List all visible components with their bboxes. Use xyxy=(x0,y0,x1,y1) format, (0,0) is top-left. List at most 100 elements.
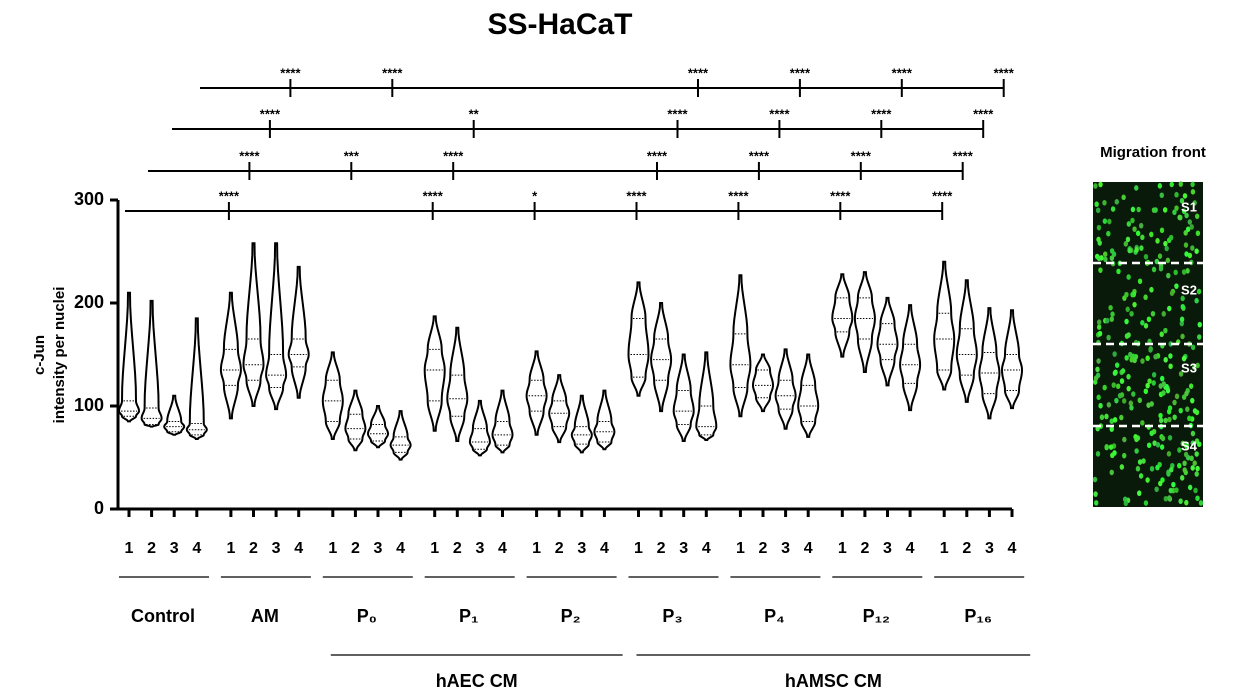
significance-label: **** xyxy=(688,65,709,80)
nucleus xyxy=(1163,357,1168,363)
sub-label: 1 xyxy=(328,540,337,557)
nucleus xyxy=(1166,451,1172,457)
nucleus xyxy=(1161,390,1166,396)
nucleus xyxy=(1160,435,1166,442)
nucleus xyxy=(1180,303,1185,310)
nucleus xyxy=(1187,484,1193,491)
nucleus xyxy=(1119,392,1125,398)
significance-label: **** xyxy=(973,106,994,121)
nucleus xyxy=(1167,305,1172,312)
violin xyxy=(548,374,571,444)
nucleus xyxy=(1112,417,1118,423)
nucleus xyxy=(1155,441,1161,448)
nucleus xyxy=(1135,230,1141,237)
nucleus xyxy=(1154,486,1159,493)
nucleus xyxy=(1190,465,1195,471)
nucleus xyxy=(1124,318,1129,325)
violin xyxy=(185,317,208,440)
nucleus xyxy=(1195,495,1200,502)
nucleus xyxy=(1134,247,1139,253)
violin xyxy=(695,351,718,441)
nucleus xyxy=(1140,420,1145,426)
nucleus xyxy=(1177,462,1182,469)
nucleus xyxy=(1168,341,1173,347)
nucleus xyxy=(1190,189,1196,195)
nucleus xyxy=(1108,444,1114,450)
nucleus xyxy=(1098,402,1103,409)
nucleus xyxy=(1159,227,1165,234)
sub-label: 4 xyxy=(702,540,711,557)
nucleus xyxy=(1114,397,1119,404)
y-tick-label: 300 xyxy=(74,189,104,209)
nucleus xyxy=(1134,436,1139,443)
nucleus xyxy=(1172,209,1177,216)
nucleus xyxy=(1138,473,1144,479)
nucleus xyxy=(1143,323,1149,329)
group-label: AM xyxy=(251,606,279,626)
sub-label: 1 xyxy=(125,540,134,557)
nucleus xyxy=(1194,297,1199,304)
nucleus xyxy=(1128,400,1134,406)
sub-label: 4 xyxy=(600,540,609,557)
supergroup-label: hAMSC CM xyxy=(785,671,882,691)
inset-label: S1 xyxy=(1181,199,1197,214)
inset-title: Migration front xyxy=(1100,144,1206,161)
nucleus xyxy=(1095,366,1100,373)
nucleus xyxy=(1110,206,1116,212)
nucleus xyxy=(1181,269,1187,275)
nucleus xyxy=(1174,487,1179,493)
nucleus xyxy=(1193,487,1198,494)
nucleus xyxy=(1181,355,1187,362)
nucleus xyxy=(1104,413,1109,420)
significance-label: **** xyxy=(443,148,464,163)
nucleus xyxy=(1140,358,1145,364)
significance-label: **** xyxy=(994,65,1015,80)
nucleus xyxy=(1155,238,1160,244)
violin xyxy=(933,260,956,391)
significance-label: **** xyxy=(239,148,260,163)
nucleus xyxy=(1190,397,1195,404)
nucleus xyxy=(1134,185,1139,191)
nucleus xyxy=(1096,319,1102,326)
nucleus xyxy=(1149,231,1154,238)
nucleus xyxy=(1163,240,1168,247)
nucleus xyxy=(1119,414,1124,421)
nucleus xyxy=(1130,217,1135,224)
significance-label: **** xyxy=(280,65,301,80)
nucleus xyxy=(1111,382,1116,388)
violin xyxy=(627,281,650,397)
nucleus xyxy=(1096,324,1102,330)
nucleus xyxy=(1143,388,1149,395)
violin xyxy=(265,242,288,411)
nucleus xyxy=(1139,245,1144,251)
significance-label: **** xyxy=(626,188,647,203)
nucleus xyxy=(1146,442,1152,449)
nucleus xyxy=(1126,274,1131,280)
nucleus xyxy=(1146,316,1152,323)
nucleus xyxy=(1132,301,1137,308)
sub-label: 4 xyxy=(396,540,405,557)
violin xyxy=(344,389,367,452)
nucleus xyxy=(1197,321,1202,328)
nucleus xyxy=(1145,355,1150,362)
sub-label: 4 xyxy=(294,540,303,557)
nucleus xyxy=(1102,218,1108,224)
nucleus xyxy=(1113,369,1118,376)
nucleus xyxy=(1197,441,1202,448)
sub-label: 1 xyxy=(940,540,949,557)
nucleus xyxy=(1134,448,1139,454)
nucleus xyxy=(1093,491,1098,497)
nucleus xyxy=(1153,353,1158,360)
violin xyxy=(140,299,163,428)
sub-label: 1 xyxy=(226,540,235,557)
nucleus xyxy=(1163,495,1169,502)
nucleus xyxy=(1124,291,1129,298)
nucleus xyxy=(1119,378,1125,384)
sub-label: 2 xyxy=(759,540,768,557)
nucleus xyxy=(1194,213,1200,220)
violin xyxy=(287,265,310,399)
sub-label: 4 xyxy=(906,540,915,557)
nucleus xyxy=(1168,363,1173,370)
nucleus xyxy=(1096,394,1101,401)
significance-label: **** xyxy=(953,148,974,163)
